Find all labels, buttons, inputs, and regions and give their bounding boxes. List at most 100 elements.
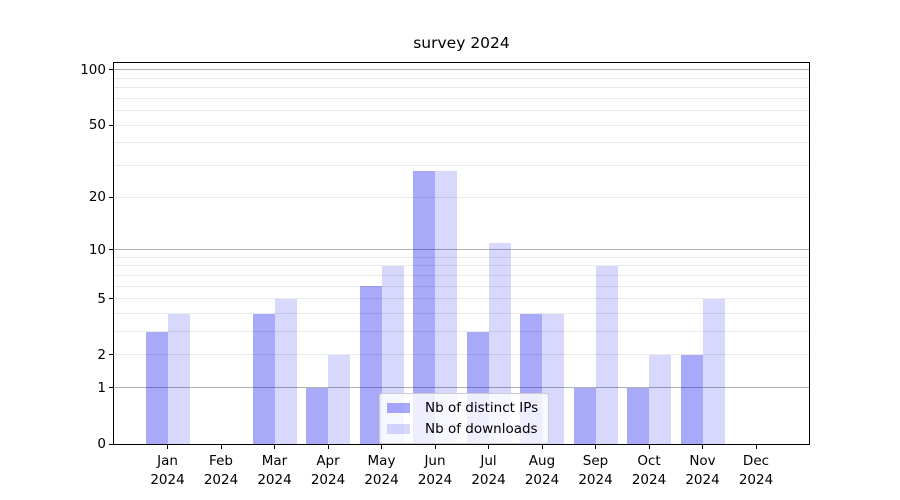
bar-downloads [649, 354, 671, 444]
y-axis-tick [109, 69, 113, 71]
x-axis-tick [648, 445, 650, 449]
gridline-minor [114, 331, 809, 333]
x-tick-label: Jun 2024 [418, 452, 452, 490]
legend-label: Nb of downloads [425, 421, 538, 437]
y-tick-label: 20 [88, 189, 106, 206]
plot-area: Nb of distinct IPs Nb of downloads 0 1 2 5 10… [80, 62, 810, 488]
x-tick-month: Oct [637, 453, 661, 469]
x-axis-tick [327, 445, 329, 449]
gridline-minor [114, 165, 809, 167]
gridline-minor [114, 196, 809, 198]
bar-downloads [167, 313, 190, 444]
x-tick-month: Sep [582, 453, 609, 469]
x-tick-label: Feb 2024 [204, 452, 238, 490]
gridline-minor [114, 285, 809, 287]
x-axis-tick [381, 445, 382, 449]
chart-title: survey 2024 [413, 34, 510, 52]
gridline-minor [114, 87, 809, 89]
legend-item: Nb of downloads [387, 421, 538, 437]
x-tick-label: Nov 2024 [685, 452, 719, 490]
y-axis-tick [109, 196, 113, 198]
x-tick-year: 2024 [364, 472, 399, 488]
x-tick-label: Aug 2024 [525, 452, 559, 490]
x-axis-tick [220, 445, 222, 449]
bar-distinct-ips [359, 286, 382, 444]
x-axis-tick [167, 445, 168, 449]
legend-item: Nb of distinct IPs [387, 400, 538, 416]
gridline-minor [114, 265, 809, 267]
gridline-minor [114, 124, 809, 126]
bar-distinct-ips [627, 387, 649, 444]
y-tick-label: 10 [88, 241, 106, 258]
x-tick-year: 2024 [203, 472, 239, 488]
x-tick-year: 2024 [310, 472, 346, 488]
gridline-minor [114, 298, 809, 300]
bar-distinct-ips [680, 354, 703, 444]
gridline-minor [114, 142, 809, 144]
y-axis-tick [109, 249, 113, 251]
bar-distinct-ips [252, 313, 275, 444]
gridline-minor [114, 77, 809, 79]
x-tick-label: May 2024 [364, 452, 398, 490]
x-tick-year: 2024 [417, 472, 453, 488]
x-tick-year: 2024 [257, 472, 292, 488]
bar-downloads [328, 354, 350, 444]
y-axis-tick [109, 387, 113, 389]
x-tick-year: 2024 [150, 472, 185, 488]
x-tick-year: 2024 [471, 472, 506, 488]
x-tick-month: Apr [316, 453, 340, 469]
legend-swatch [387, 424, 410, 434]
y-tick-label: 5 [97, 290, 106, 307]
x-tick-year: 2024 [685, 472, 720, 488]
x-tick-year: 2024 [524, 472, 560, 488]
bar-downloads [595, 265, 618, 444]
bar-downloads [274, 298, 297, 444]
x-tick-month: Jun [424, 453, 446, 469]
x-tick-label: Jul 2024 [471, 452, 505, 490]
x-tick-month: Aug [528, 453, 556, 469]
y-tick-label: 0 [97, 436, 106, 452]
x-tick-label: Apr 2024 [311, 452, 345, 490]
gridline-minor [114, 354, 809, 356]
x-axis-tick [595, 445, 596, 449]
x-axis-tick [274, 445, 275, 449]
x-tick-month: May [367, 453, 396, 469]
bar-distinct-ips [413, 170, 435, 444]
y-tick-label: 1 [97, 379, 106, 396]
y-axis-tick [109, 124, 113, 126]
bar-distinct-ips [145, 331, 168, 444]
y-axis-tick [109, 354, 113, 356]
gridline-minor [114, 110, 809, 112]
y-tick-label: 2 [97, 346, 106, 363]
x-tick-month: Jan [157, 453, 178, 469]
gridline-major [114, 69, 809, 71]
x-axis-tick [702, 445, 703, 449]
gridline-minor [114, 274, 809, 276]
bar-downloads [702, 298, 725, 444]
y-axis-tick [109, 298, 113, 300]
x-axis-tick [488, 445, 489, 449]
bar-downloads [435, 170, 457, 444]
bar-distinct-ips [573, 387, 596, 444]
x-tick-label: Sep 2024 [578, 452, 612, 490]
x-tick-label: Oct 2024 [632, 452, 666, 490]
x-tick-label: Dec 2024 [739, 452, 773, 490]
x-tick-label: Mar 2024 [257, 452, 291, 490]
y-tick-label: 100 [80, 61, 106, 78]
x-tick-month: Dec [742, 453, 770, 469]
x-tick-year: 2024 [738, 472, 774, 488]
y-axis-tick [109, 443, 113, 445]
x-tick-year: 2024 [578, 472, 613, 488]
gridline-minor [114, 97, 809, 99]
x-tick-month: Feb [209, 453, 233, 469]
x-tick-year: 2024 [631, 472, 667, 488]
gridline-major [114, 249, 809, 251]
legend-swatch [387, 403, 410, 413]
bar-distinct-ips [306, 387, 328, 444]
x-axis-tick [755, 445, 757, 449]
gridline-major [114, 387, 809, 389]
x-tick-month: Nov [689, 453, 716, 469]
x-tick-label: Jan 2024 [150, 452, 184, 490]
gridline-minor [114, 256, 809, 258]
